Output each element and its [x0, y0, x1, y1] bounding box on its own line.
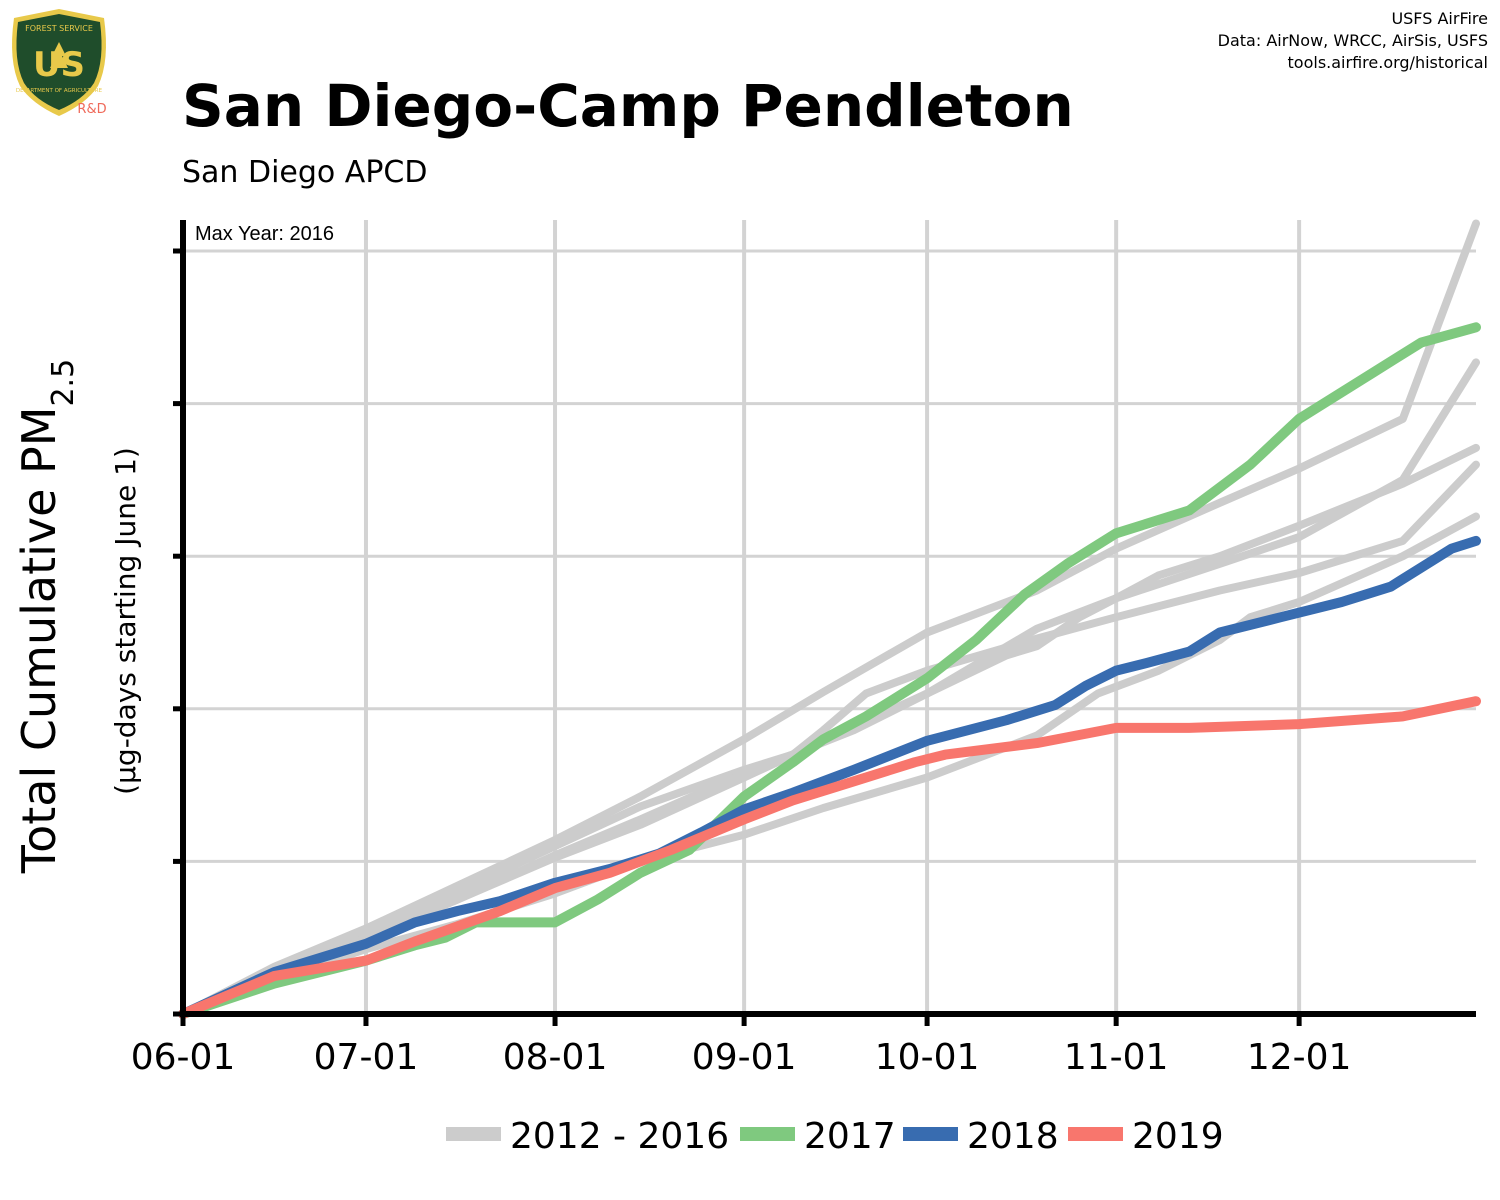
series-line-2017 — [178, 322, 1481, 1019]
legend-label: 2019 — [1132, 1116, 1224, 1157]
tree-icon — [50, 42, 68, 68]
logo-tag: R&D — [77, 102, 106, 117]
chart-labels: 06-01 07-01 08-01 09-01 10-01 11-01 12-01 Max Y… — [12, 223, 1351, 1078]
logo-top-text: FOREST SERVICE — [25, 24, 93, 33]
series-layer — [178, 219, 1481, 1019]
page-title: San Diego-Camp Pendleton — [182, 72, 1074, 140]
page-subtitle: San Diego APCD — [182, 155, 428, 190]
x-tick-label: 10-01 — [875, 1037, 980, 1078]
x-tick-label: 11-01 — [1064, 1037, 1169, 1078]
grid — [183, 220, 1476, 1014]
x-tick-label: 08-01 — [503, 1037, 608, 1078]
legend-label: 2012 - 2016 — [510, 1116, 729, 1157]
series-line-2012-2016 — [179, 460, 1480, 1018]
legend: 2012 - 2016 2017 2018 2019 — [446, 1116, 1224, 1157]
credit-line: tools.airfire.org/historical — [1287, 53, 1488, 72]
credit-line: Data: AirNow, WRCC, AirSis, USFS — [1217, 31, 1488, 50]
logo-bottom-text: DEPARTMENT OF AGRICULTURE — [16, 88, 103, 94]
legend-label: 2018 — [967, 1116, 1059, 1157]
max-year-annotation: Max Year: 2016 — [195, 223, 334, 245]
legend-label: 2017 — [804, 1116, 896, 1157]
x-tick-label: 09-01 — [692, 1037, 797, 1078]
credit-line: USFS AirFire — [1391, 9, 1488, 28]
axes — [173, 220, 1476, 1026]
x-tick-label: 06-01 — [131, 1037, 236, 1078]
series-line-2012-2016 — [179, 443, 1480, 1018]
x-tick-label: 07-01 — [314, 1037, 419, 1078]
series-line-2018 — [178, 535, 1481, 1019]
series-line-2019 — [178, 696, 1481, 1019]
credits: USFS AirFire Data: AirNow, WRCC, AirSis,… — [1218, 8, 1488, 74]
x-tick-label: 12-01 — [1247, 1037, 1352, 1078]
forest-service-shield-logo: FOREST SERVICE US DEPARTMENT OF AGRICULT… — [12, 9, 107, 117]
y-axis-label: Total Cumulative PM2.5 — [12, 359, 81, 874]
y-axis-units-label: (µg-days starting June 1) — [109, 447, 142, 795]
